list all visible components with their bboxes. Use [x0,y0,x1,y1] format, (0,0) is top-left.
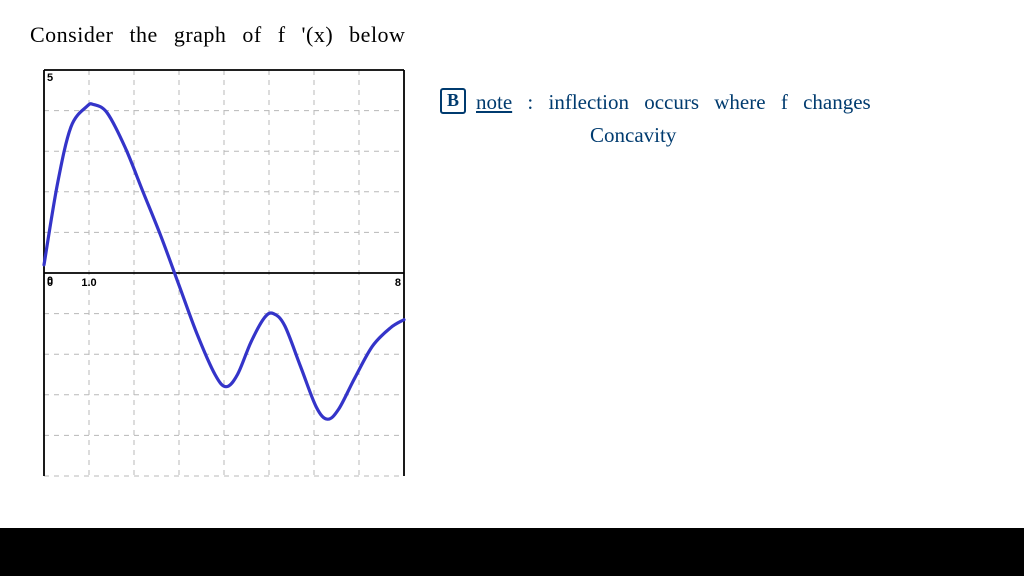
answer-badge: B [440,88,466,114]
derivative-chart: 5001.08 [30,62,410,484]
svg-text:5: 5 [47,72,53,84]
chart-svg: 5001.08 [30,62,410,484]
title-text: Consider the graph of f '(x) below [30,22,405,48]
svg-text:0: 0 [47,277,53,289]
page: Consider the graph of f '(x) below 5001.… [0,0,1024,576]
bottom-bar [0,528,1024,576]
answer-line1: : inflection occurs where f changes [527,90,870,114]
answer-block: B note : inflection occurs where f chang… [440,86,1000,151]
svg-text:8: 8 [395,277,401,289]
answer-line2: Concavity [590,119,1000,152]
svg-text:1.0: 1.0 [81,277,96,289]
note-label: note [476,90,512,114]
